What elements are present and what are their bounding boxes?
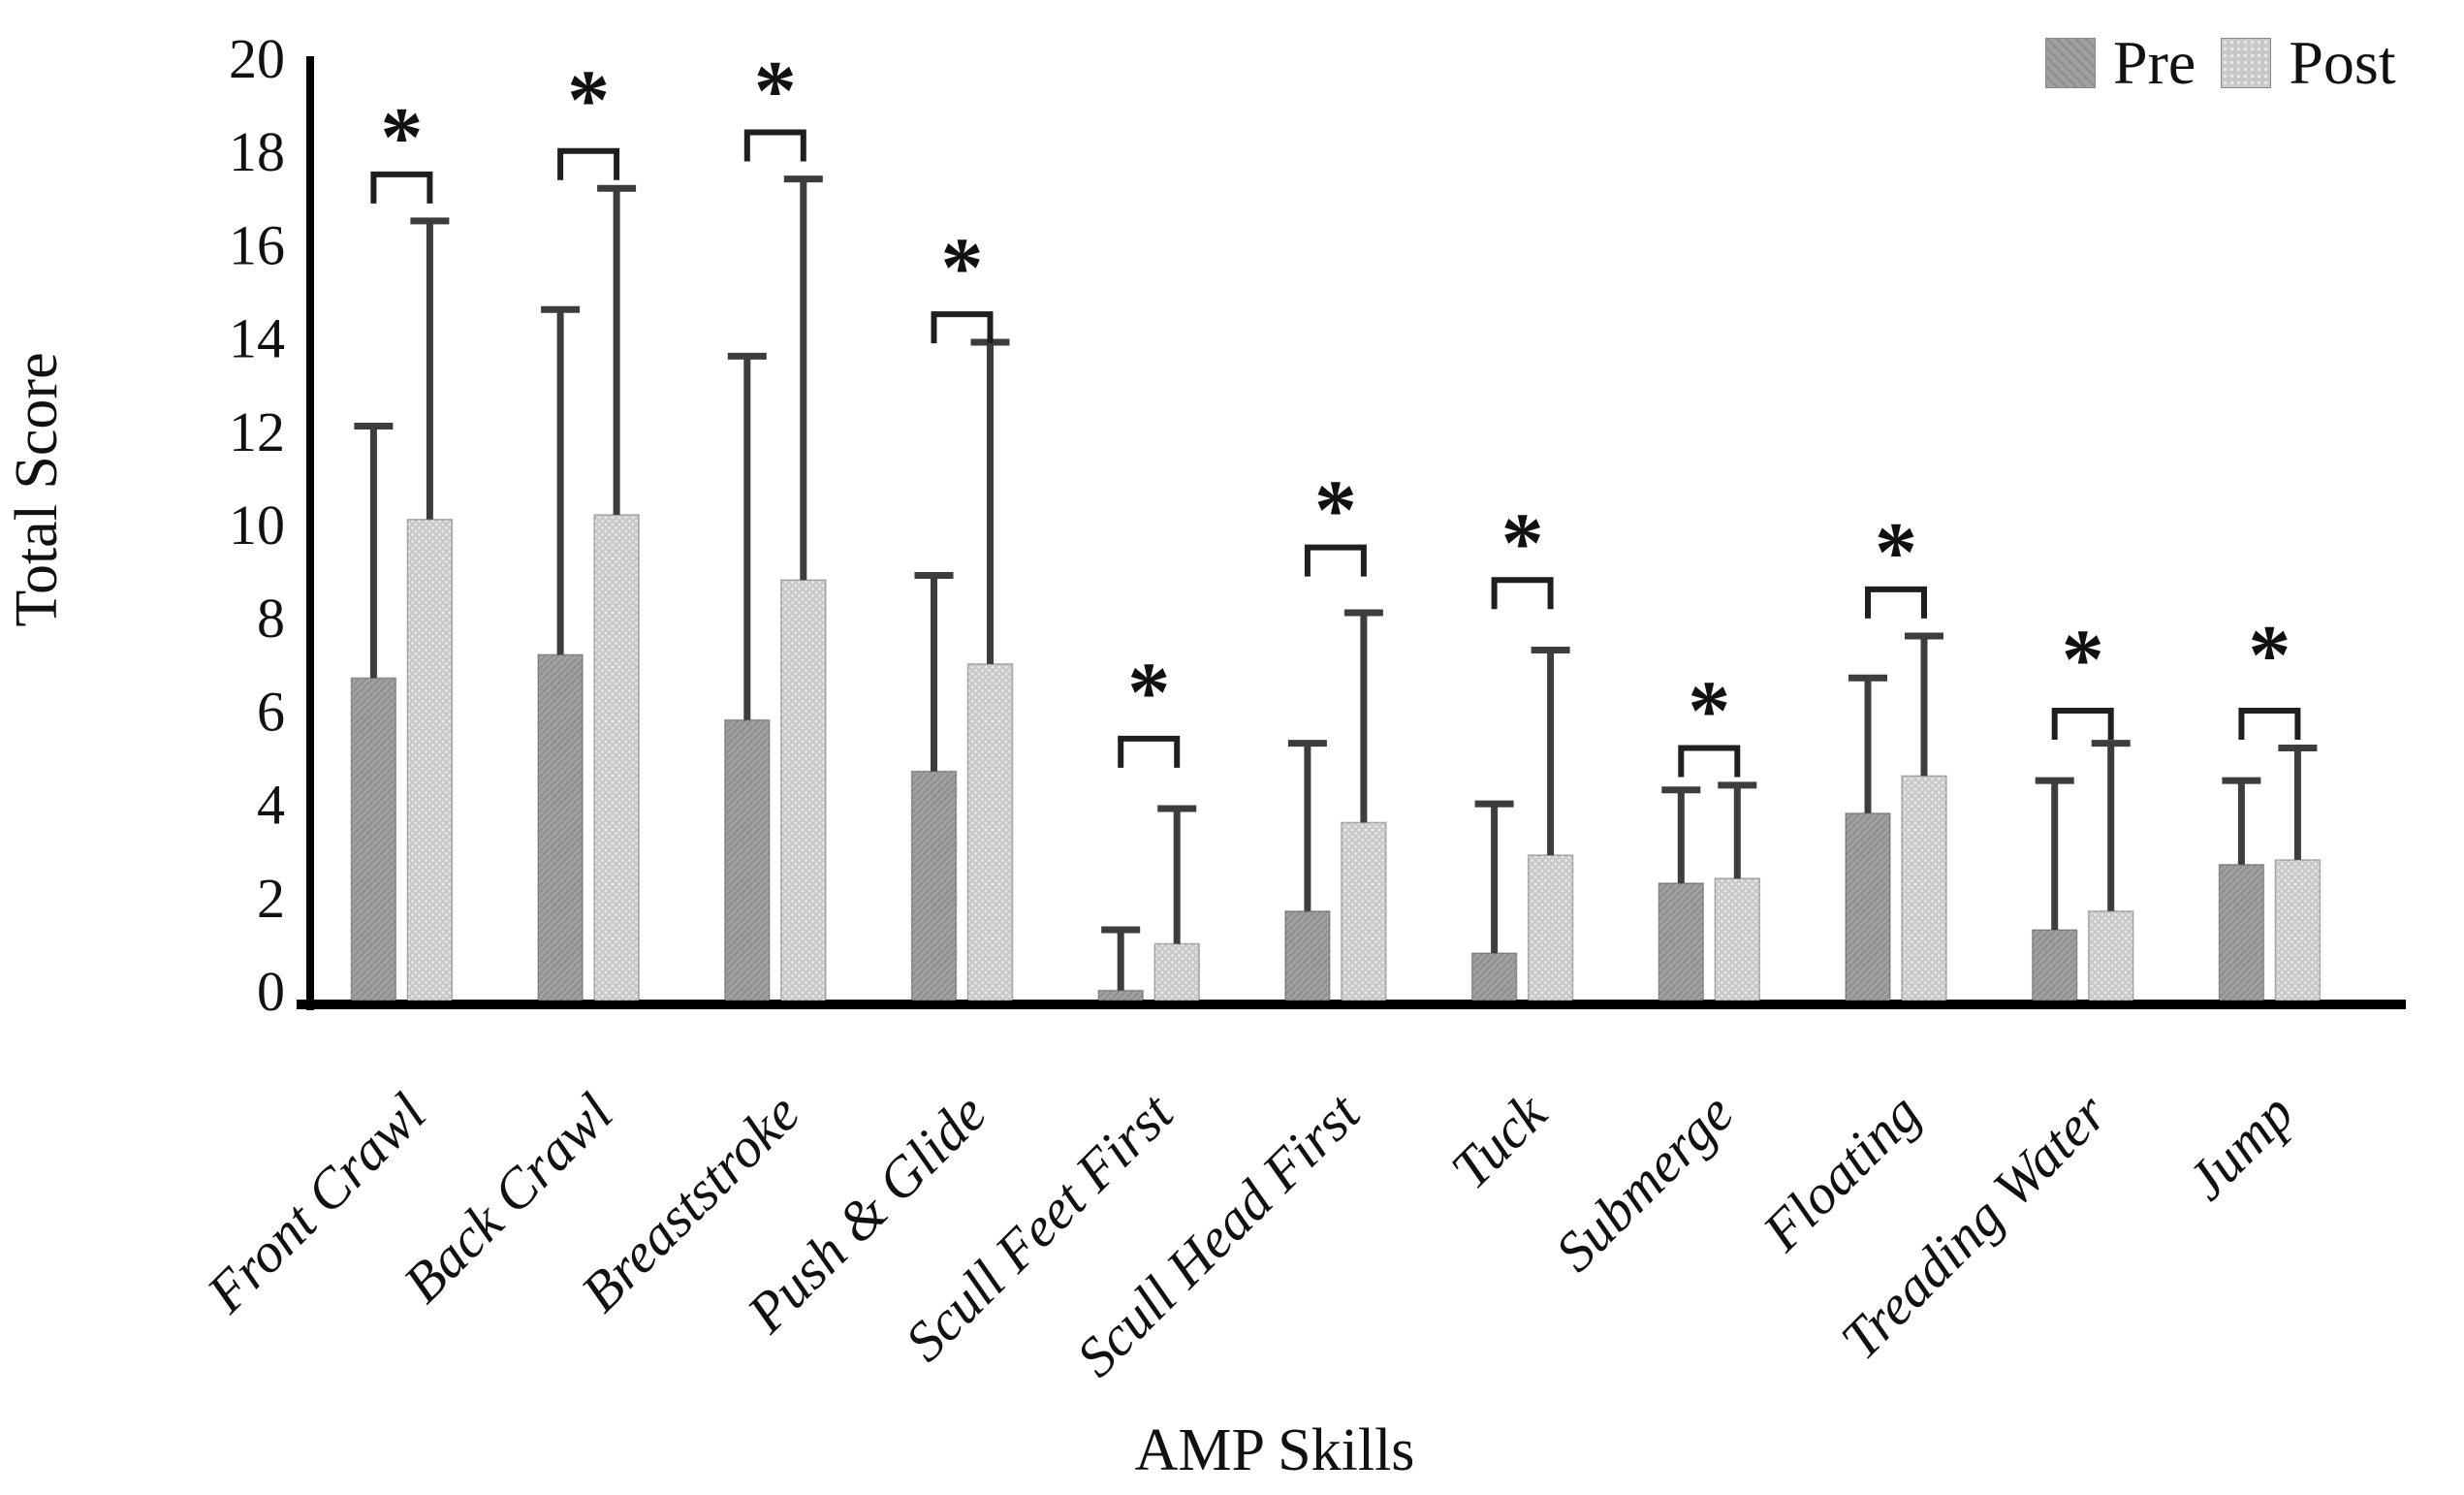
legend-item-post: Post <box>2221 27 2396 99</box>
bar-pre-tuck <box>1470 952 1518 1002</box>
y-tick-label-16: 16 <box>229 213 285 276</box>
sig-bracket-jump <box>2238 707 2301 740</box>
bar-post-treading-water <box>2087 910 2134 1002</box>
y-tick-label-20: 20 <box>229 27 285 90</box>
sig-star-submerge: * <box>1688 665 1730 759</box>
legend: Pre Post <box>2045 27 2396 99</box>
bar-post-scull-feet-first <box>1153 942 1200 1002</box>
bar-pre-jump <box>2218 863 2265 1002</box>
bar-pre-treading-water <box>2031 929 2078 1002</box>
bar-pre-scull-feet-first <box>1097 989 1144 1002</box>
y-tick-label-18: 18 <box>229 120 285 183</box>
y-tick-label-0: 0 <box>257 960 285 1023</box>
sig-star-front-crawl: * <box>380 91 423 185</box>
y-axis-title: Total Score <box>4 352 70 626</box>
sig-bracket-breaststroke <box>743 129 806 162</box>
bar-pre-scull-head-first <box>1284 910 1331 1002</box>
sig-star-scull-head-first: * <box>1314 464 1357 558</box>
x-category-label-jump: Jump <box>2175 1081 2306 1212</box>
y-tick-label-4: 4 <box>257 774 285 837</box>
bar-group-jump: * Jump <box>2175 609 2322 1212</box>
sig-star-floating: * <box>1875 506 1917 600</box>
legend-item-pre: Pre <box>2045 27 2195 99</box>
sig-bracket-floating <box>1865 586 1927 619</box>
bar-pre-back-crawl <box>537 653 584 1002</box>
sig-bracket-tuck <box>1491 577 1554 610</box>
y-tick-label-2: 2 <box>257 867 285 930</box>
bar-post-front-crawl <box>406 519 454 1002</box>
bar-group-push-glide: *Push & Glide <box>734 222 1014 1345</box>
bar-pre-front-crawl <box>350 677 397 1002</box>
sig-bracket-scull-feet-first <box>1118 735 1181 768</box>
bar-pre-floating <box>1845 812 1891 1002</box>
sig-star-jump: * <box>2248 609 2290 703</box>
legend-label-post: Post <box>2289 28 2396 97</box>
y-tick-label-10: 10 <box>229 493 285 557</box>
bar-pre-submerge <box>1658 882 1705 1002</box>
y-axis-line <box>306 56 314 1010</box>
sig-star-back-crawl: * <box>567 53 610 147</box>
sig-bracket-submerge <box>1678 745 1741 778</box>
bar-group-floating: * Floating <box>1750 506 1947 1263</box>
legend-label-pre: Pre <box>2113 28 2196 97</box>
sig-bracket-back-crawl <box>557 147 620 180</box>
x-category-label-submerge: Submerge <box>1543 1081 1745 1283</box>
x-category-label-floating: Floating <box>1750 1081 1932 1263</box>
bar-group-submerge: * Submerge <box>1543 665 1761 1284</box>
bar-pre-breaststroke <box>724 718 771 1002</box>
sig-star-breaststroke: * <box>754 45 797 139</box>
bar-group-scull-head-first: *Scull Head First <box>1064 464 1387 1388</box>
x-axis-title: AMP Skills <box>1135 1417 1415 1483</box>
bar-post-breaststroke <box>780 579 827 1002</box>
post-series-swatch-icon <box>2221 38 2272 88</box>
bar-post-submerge <box>1714 877 1761 1002</box>
sig-star-tuck: * <box>1501 496 1544 590</box>
x-category-label-tuck: Tuck <box>1438 1080 1559 1200</box>
bar-group-tuck: * Tuck <box>1438 496 1574 1201</box>
y-tick-label-14: 14 <box>229 307 285 370</box>
sig-bracket-treading-water <box>2051 707 2114 740</box>
bar-post-back-crawl <box>593 514 640 1002</box>
sig-bracket-front-crawl <box>370 171 433 204</box>
y-tick-label-12: 12 <box>229 400 285 463</box>
bar-post-jump <box>2274 859 2322 1002</box>
bar-pre-push-glide <box>910 770 958 1002</box>
y-tick-label-6: 6 <box>257 680 285 743</box>
sig-bracket-scull-head-first <box>1304 544 1367 577</box>
bar-post-push-glide <box>966 663 1014 1002</box>
bar-post-floating <box>1901 775 1947 1002</box>
pre-series-swatch-icon <box>2045 38 2096 88</box>
y-tick-label-8: 8 <box>257 587 285 650</box>
sig-star-scull-feet-first: * <box>1127 646 1170 740</box>
sig-star-treading-water: * <box>2062 614 2104 708</box>
bar-post-tuck <box>1527 854 1574 1002</box>
x-category-label-front-crawl: Front Crawl <box>194 1081 437 1324</box>
sig-bracket-push-glide <box>931 311 994 344</box>
x-axis-line <box>297 1000 2406 1009</box>
sig-star-push-glide: * <box>941 222 984 316</box>
bar-post-scull-head-first <box>1341 821 1387 1002</box>
